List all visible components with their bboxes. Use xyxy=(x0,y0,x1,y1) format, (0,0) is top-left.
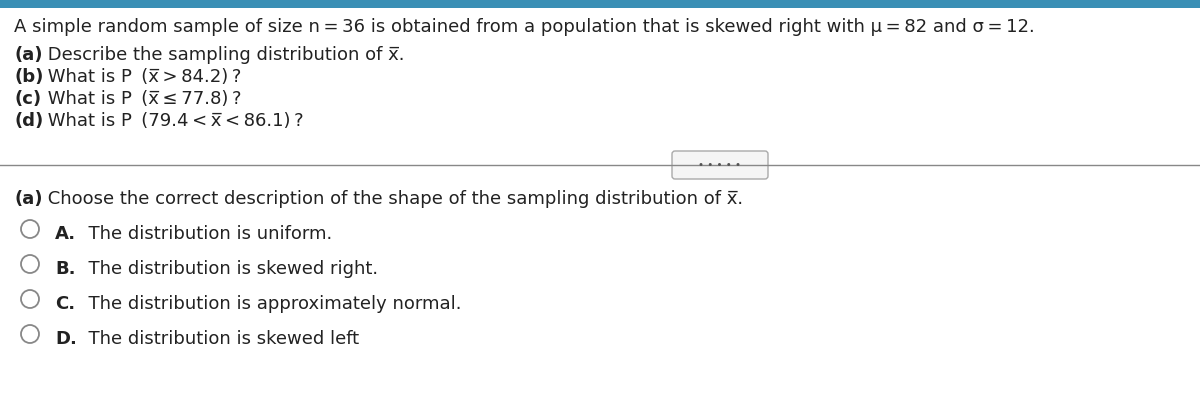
Text: Choose the correct description of the shape of the sampling distribution of x̅.: Choose the correct description of the sh… xyxy=(42,190,743,208)
Text: B.: B. xyxy=(55,260,76,278)
Text: Describe the sampling distribution of x̅.: Describe the sampling distribution of x̅… xyxy=(42,46,404,64)
Text: The distribution is skewed left: The distribution is skewed left xyxy=(77,330,359,348)
Text: What is P  (x̅ ≤ 77.8) ?: What is P (x̅ ≤ 77.8) ? xyxy=(42,90,241,108)
Text: The distribution is uniform.: The distribution is uniform. xyxy=(77,225,332,243)
Text: C.: C. xyxy=(55,295,76,313)
Bar xyxy=(0,0,1200,8)
Text: What is P  (79.4 < x̅ < 86.1) ?: What is P (79.4 < x̅ < 86.1) ? xyxy=(42,112,304,130)
Text: (d): (d) xyxy=(14,112,43,130)
Text: • • • • •: • • • • • xyxy=(698,160,742,170)
Text: (c): (c) xyxy=(14,90,41,108)
Text: (a): (a) xyxy=(14,190,42,208)
Text: A simple random sample of size n = 36 is obtained from a population that is skew: A simple random sample of size n = 36 is… xyxy=(14,18,1034,36)
Text: What is P  (x̅ > 84.2) ?: What is P (x̅ > 84.2) ? xyxy=(42,68,241,86)
Text: The distribution is skewed right.: The distribution is skewed right. xyxy=(77,260,378,278)
FancyBboxPatch shape xyxy=(672,151,768,179)
Text: The distribution is approximately normal.: The distribution is approximately normal… xyxy=(77,295,462,313)
Text: D.: D. xyxy=(55,330,77,348)
Text: (a): (a) xyxy=(14,46,42,64)
Text: A.: A. xyxy=(55,225,76,243)
Text: (b): (b) xyxy=(14,68,43,86)
